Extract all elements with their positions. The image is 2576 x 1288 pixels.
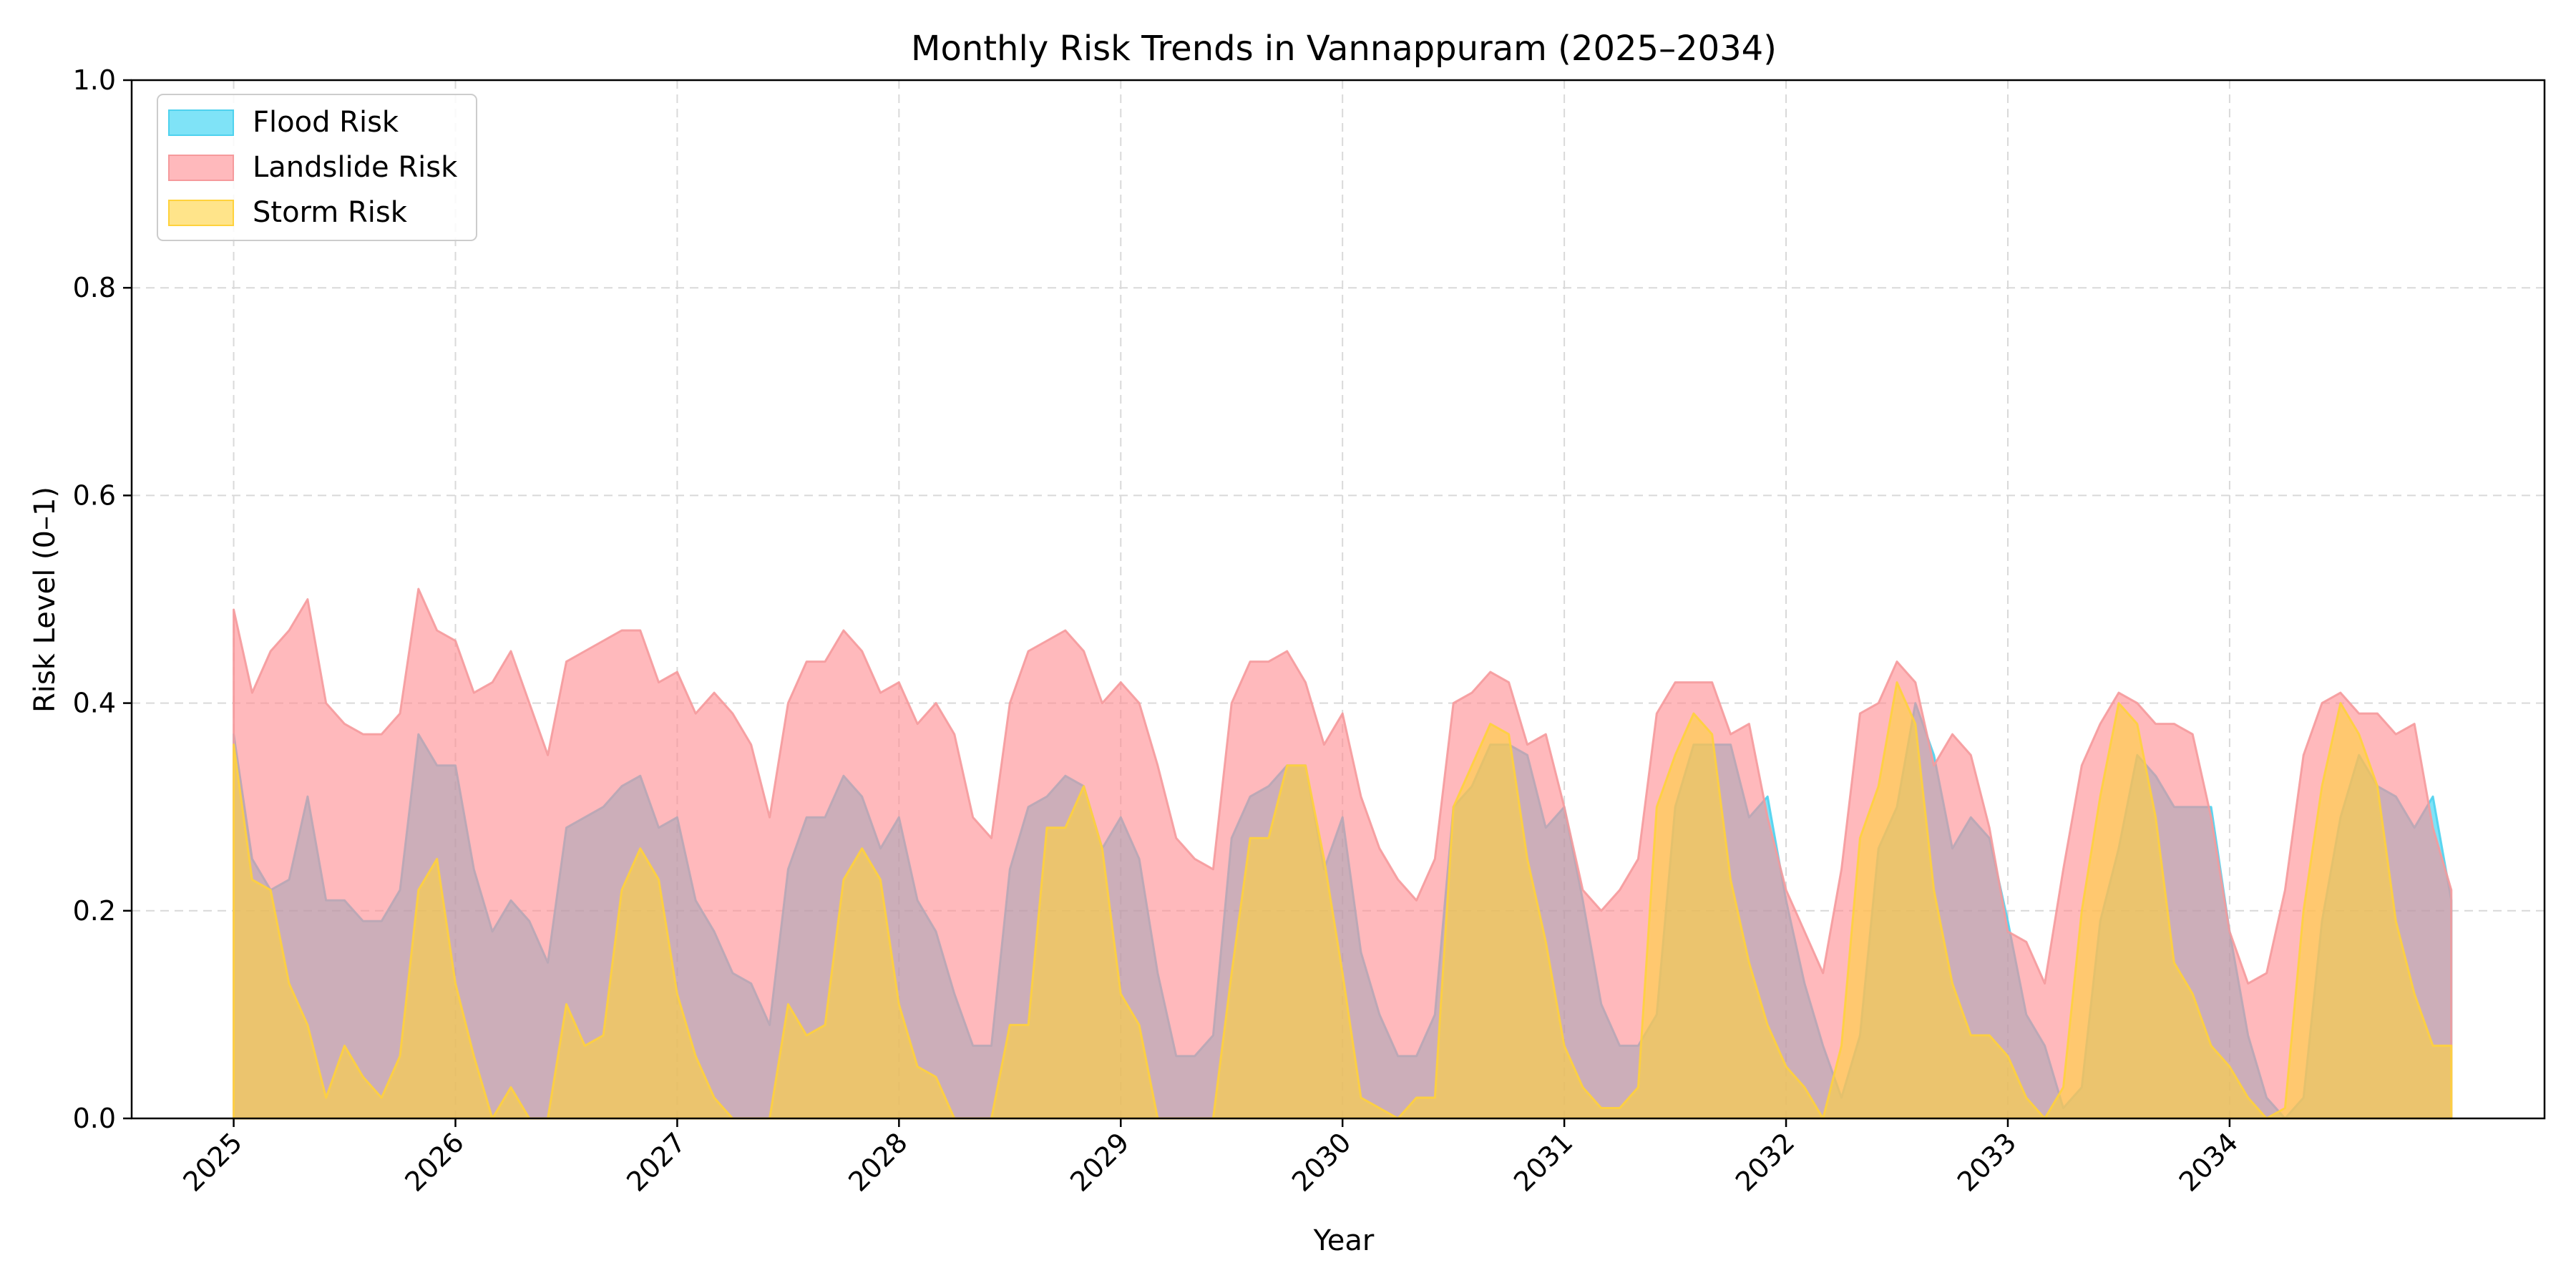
legend-box — [157, 94, 477, 241]
legend-label: Storm Risk — [253, 196, 408, 229]
x-tick-label: 2033 — [1951, 1126, 2023, 1198]
x-axis-label: Year — [1313, 1224, 1375, 1257]
y-tick-label: 0.8 — [73, 272, 116, 303]
y-tick-label: 0.6 — [73, 479, 116, 511]
chart-title: Monthly Risk Trends in Vannappuram (2025… — [911, 29, 1777, 69]
legend-label: Landslide Risk — [253, 151, 458, 184]
x-tick-label: 2030 — [1286, 1126, 1357, 1198]
x-tick-label: 2026 — [399, 1126, 470, 1198]
legend-label: Flood Risk — [253, 106, 399, 139]
x-tick-label: 2029 — [1064, 1126, 1136, 1198]
x-tick-label: 2032 — [1729, 1126, 1801, 1198]
y-tick-label: 1.0 — [73, 64, 116, 96]
area-layer — [233, 587, 2453, 1120]
y-tick-label: 0.4 — [73, 688, 116, 719]
x-tick-label: 2028 — [842, 1126, 914, 1198]
legend-swatch — [168, 155, 234, 181]
x-tick-label: 2025 — [177, 1126, 248, 1198]
area-storm-risk — [233, 681, 2453, 1120]
y-axis-label: Risk Level (0–1) — [29, 487, 62, 713]
y-tick-label: 0.0 — [73, 1103, 116, 1134]
x-tick-label: 2027 — [620, 1126, 692, 1198]
x-tick-label: 2034 — [2173, 1126, 2245, 1198]
plot-frame — [130, 79, 2546, 1120]
legend-swatch — [168, 200, 234, 226]
x-tick-label: 2031 — [1508, 1126, 1579, 1198]
legend-swatch — [168, 109, 234, 136]
y-tick-label: 0.2 — [73, 895, 116, 927]
legend: Flood Risk Landslide Risk Storm Risk — [157, 94, 477, 241]
